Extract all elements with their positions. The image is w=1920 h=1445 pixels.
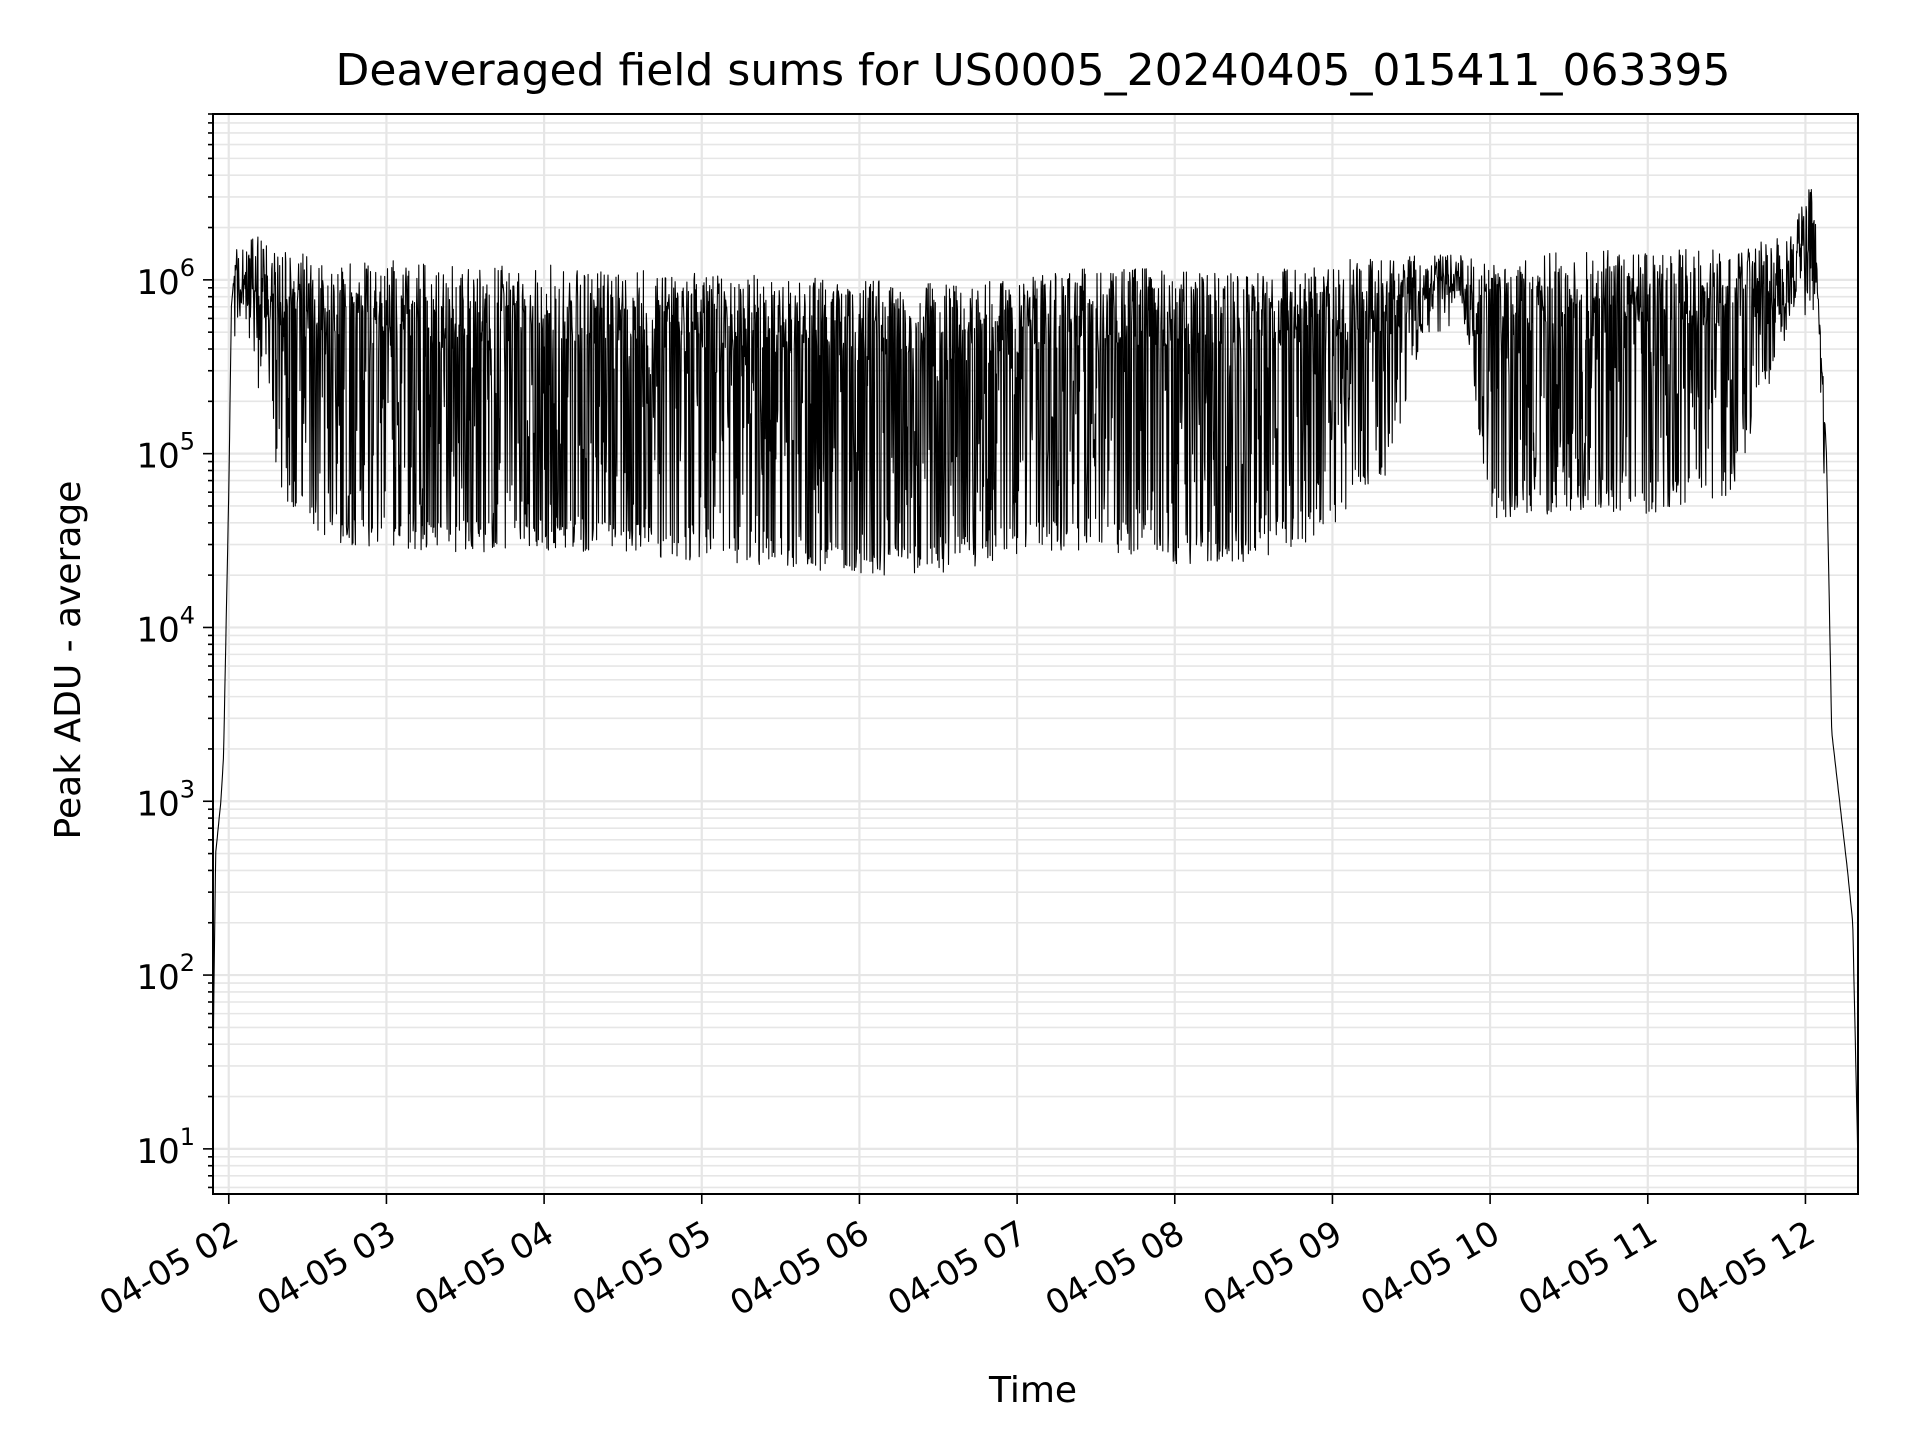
y-tick-label: 103: [136, 775, 195, 824]
y-tick-label: 104: [136, 601, 195, 650]
y-tick-label: 101: [136, 1123, 195, 1172]
data-layer: [212, 189, 1859, 1149]
x-axis-label: Time: [988, 1370, 1077, 1411]
series-line: [212, 189, 1859, 1149]
y-axis-label: Peak ADU - average: [48, 481, 89, 840]
y-tick-label: 102: [136, 949, 195, 998]
y-tick-label: 106: [136, 254, 195, 303]
chart-title: Deaveraged field sums for US0005_2024040…: [336, 45, 1731, 96]
y-tick-label: 105: [136, 428, 195, 477]
